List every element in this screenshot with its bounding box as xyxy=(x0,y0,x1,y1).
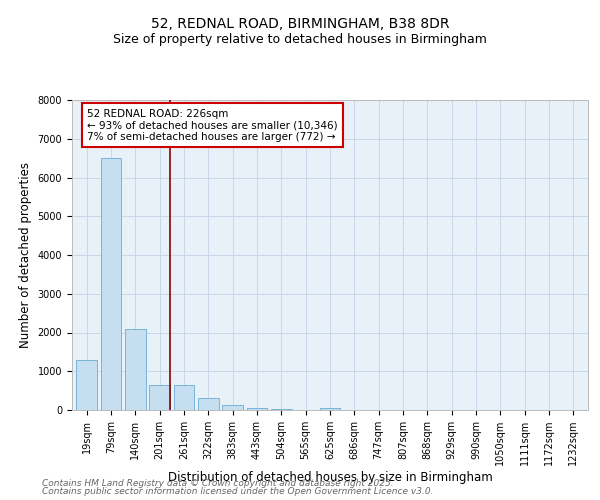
Bar xyxy=(247,408,268,410)
Text: 52 REDNAL ROAD: 226sqm
← 93% of detached houses are smaller (10,346)
7% of semi-: 52 REDNAL ROAD: 226sqm ← 93% of detached… xyxy=(87,108,338,142)
Text: Size of property relative to detached houses in Birmingham: Size of property relative to detached ho… xyxy=(113,32,487,46)
X-axis label: Distribution of detached houses by size in Birmingham: Distribution of detached houses by size … xyxy=(167,471,493,484)
Bar xyxy=(76,360,97,410)
Bar xyxy=(222,406,243,410)
Bar xyxy=(271,409,292,410)
Text: Contains public sector information licensed under the Open Government Licence v3: Contains public sector information licen… xyxy=(42,487,433,496)
Bar xyxy=(149,385,170,410)
Text: Contains HM Land Registry data © Crown copyright and database right 2025.: Contains HM Land Registry data © Crown c… xyxy=(42,478,394,488)
Y-axis label: Number of detached properties: Number of detached properties xyxy=(19,162,32,348)
Bar xyxy=(198,398,218,410)
Text: 52, REDNAL ROAD, BIRMINGHAM, B38 8DR: 52, REDNAL ROAD, BIRMINGHAM, B38 8DR xyxy=(151,18,449,32)
Bar xyxy=(125,328,146,410)
Bar xyxy=(173,385,194,410)
Bar xyxy=(101,158,121,410)
Bar xyxy=(320,408,340,410)
